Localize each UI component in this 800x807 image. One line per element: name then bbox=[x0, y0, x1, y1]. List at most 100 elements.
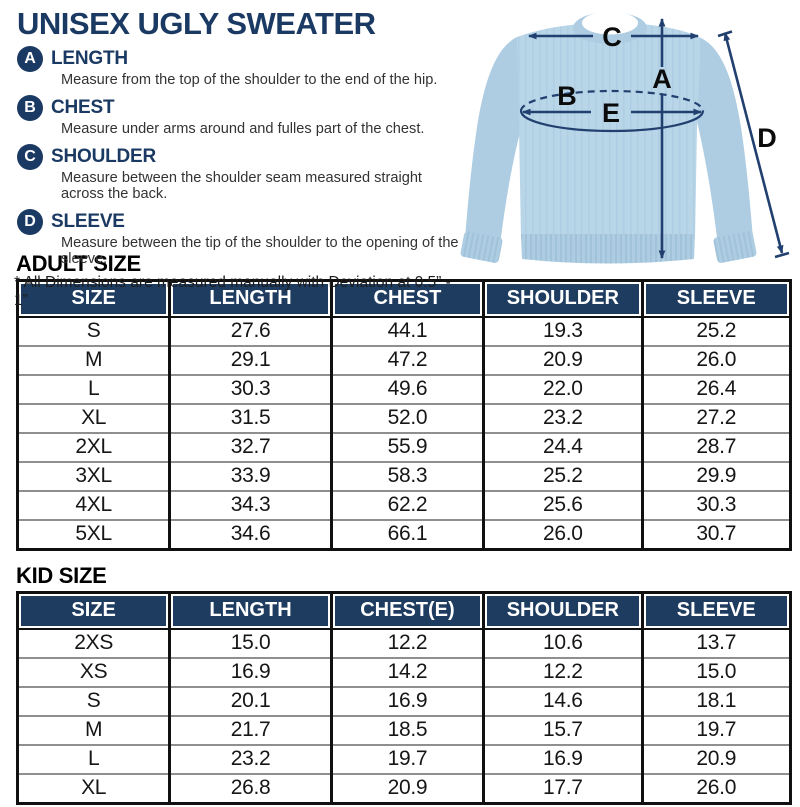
header-row: SIZE LENGTH CHEST(E) SHOULDER SLEEVE bbox=[17, 592, 791, 630]
value-cell: 34.6 bbox=[168, 519, 332, 550]
value-cell: 20.9 bbox=[640, 744, 791, 774]
hem-band bbox=[521, 234, 695, 264]
legend-item-shoulder: C SHOULDER Measure between the shoulder se… bbox=[17, 144, 465, 202]
column-header-shoulder: SHOULDER bbox=[482, 592, 643, 630]
table-row: 4XL 34.3 62.2 25.6 30.3 bbox=[17, 490, 791, 520]
left-sleeve bbox=[465, 37, 524, 246]
sweater-diagram: C A B E D bbox=[455, 7, 800, 267]
value-cell: 58.3 bbox=[329, 461, 484, 491]
value-cell: 30.3 bbox=[640, 490, 791, 520]
legend-item-length: A LENGTH Measure from the top of the shoul… bbox=[17, 46, 465, 88]
column-header-size: SIZE bbox=[17, 592, 170, 630]
value-cell: 31.5 bbox=[168, 403, 332, 433]
column-header-length: LENGTH bbox=[168, 592, 332, 630]
column-header-shoulder: SHOULDER bbox=[482, 280, 643, 318]
table-row: XS 16.9 14.2 12.2 15.0 bbox=[17, 657, 791, 687]
value-cell: 20.9 bbox=[329, 773, 484, 804]
diagram-label-sleeve: D bbox=[757, 123, 777, 153]
size-cell: 2XL bbox=[17, 432, 170, 462]
value-cell: 55.9 bbox=[329, 432, 484, 462]
diagram-label-length: A bbox=[652, 64, 672, 94]
column-header-size: SIZE bbox=[17, 280, 170, 318]
value-cell: 62.2 bbox=[329, 490, 484, 520]
value-cell: 15.7 bbox=[482, 715, 643, 745]
size-cell: L bbox=[17, 744, 170, 774]
header-row: SIZE LENGTH CHEST SHOULDER SLEEVE bbox=[17, 280, 791, 318]
value-cell: 30.3 bbox=[168, 374, 332, 404]
legend-term: SHOULDER bbox=[51, 146, 157, 167]
column-header-sleeve: SLEEVE bbox=[640, 280, 791, 318]
value-cell: 49.6 bbox=[329, 374, 484, 404]
value-cell: 26.0 bbox=[640, 345, 791, 375]
value-cell: 20.1 bbox=[168, 686, 332, 716]
value-cell: 26.8 bbox=[168, 773, 332, 804]
table-row: XL 31.5 52.0 23.2 27.2 bbox=[17, 403, 791, 433]
value-cell: 32.7 bbox=[168, 432, 332, 462]
table-row: M 21.7 18.5 15.7 19.7 bbox=[17, 715, 791, 745]
sweater-body bbox=[517, 23, 701, 246]
value-cell: 21.7 bbox=[168, 715, 332, 745]
value-cell: 14.2 bbox=[329, 657, 484, 687]
table-row: 3XL 33.9 58.3 25.2 29.9 bbox=[17, 461, 791, 491]
legend-term: SLEEVE bbox=[51, 211, 125, 232]
legend-letter-badge: A bbox=[17, 46, 43, 72]
table-row: M 29.1 47.2 20.9 26.0 bbox=[17, 345, 791, 375]
legend-description: Measure between the tip of the shoulder … bbox=[61, 235, 459, 267]
legend-term: LENGTH bbox=[51, 48, 128, 69]
value-cell: 23.2 bbox=[168, 744, 332, 774]
size-cell: XL bbox=[17, 403, 170, 433]
column-header-cheste: CHEST(E) bbox=[329, 592, 484, 630]
value-cell: 25.6 bbox=[482, 490, 643, 520]
measure-legend: A LENGTH Measure from the top of the shoul… bbox=[17, 46, 465, 267]
value-cell: 28.7 bbox=[640, 432, 791, 462]
diagram-label-chest-width: E bbox=[602, 98, 620, 128]
value-cell: 15.0 bbox=[640, 657, 791, 687]
value-cell: 17.7 bbox=[482, 773, 643, 804]
legend-item-sleeve: D SLEEVE Measure between the tip of the sh… bbox=[17, 209, 465, 267]
value-cell: 14.6 bbox=[482, 686, 643, 716]
size-cell: 5XL bbox=[17, 519, 170, 550]
value-cell: 19.7 bbox=[640, 715, 791, 745]
legend-head: C SHOULDER bbox=[17, 144, 465, 170]
value-cell: 18.5 bbox=[329, 715, 484, 745]
left-cuff bbox=[460, 231, 503, 263]
diagram-label-shoulder: C bbox=[602, 22, 622, 52]
value-cell: 19.7 bbox=[329, 744, 484, 774]
legend-description: Measure between the shoulder seam measur… bbox=[61, 170, 422, 202]
adult-size-heading: ADULT SIZE bbox=[16, 251, 141, 276]
legend-head: B CHEST bbox=[17, 95, 465, 121]
value-cell: 15.0 bbox=[168, 629, 332, 658]
value-cell: 25.2 bbox=[482, 461, 643, 491]
table-row: S 20.1 16.9 14.6 18.1 bbox=[17, 686, 791, 716]
value-cell: 44.1 bbox=[329, 317, 484, 346]
value-cell: 12.2 bbox=[482, 657, 643, 687]
column-header-chest: CHEST bbox=[329, 280, 484, 318]
value-cell: 22.0 bbox=[482, 374, 643, 404]
value-cell: 20.9 bbox=[482, 345, 643, 375]
table-row: XL 26.8 20.9 17.7 26.0 bbox=[17, 773, 791, 804]
legend-description: Measure from the top of the shoulder to … bbox=[61, 72, 438, 88]
table-row: 2XL 32.7 55.9 24.4 28.7 bbox=[17, 432, 791, 462]
value-cell: 26.4 bbox=[640, 374, 791, 404]
table-row: L 30.3 49.6 22.0 26.4 bbox=[17, 374, 791, 404]
value-cell: 33.9 bbox=[168, 461, 332, 491]
column-header-sleeve: SLEEVE bbox=[640, 592, 791, 630]
legend-letter-badge: C bbox=[17, 144, 43, 170]
value-cell: 26.0 bbox=[482, 519, 643, 550]
size-cell: XS bbox=[17, 657, 170, 687]
neck-opening bbox=[582, 11, 638, 35]
value-cell: 34.3 bbox=[168, 490, 332, 520]
size-cell: S bbox=[86, 319, 101, 342]
size-cell: 3XL bbox=[17, 461, 170, 491]
diagram-label-chest: B bbox=[557, 81, 577, 111]
legend-head: A LENGTH bbox=[17, 46, 465, 72]
size-cell: 2XS bbox=[74, 631, 114, 654]
legend-head: D SLEEVE bbox=[17, 209, 465, 235]
value-cell: 25.2 bbox=[640, 317, 791, 346]
table-row: S 27.6 44.1 19.3 25.2 bbox=[18, 317, 791, 346]
value-cell: 29.1 bbox=[168, 345, 332, 375]
adult-size-table: SIZE LENGTH CHEST SHOULDER SLEEVE S 27.6 44.1 19… bbox=[16, 279, 792, 551]
kid-size-table: SIZE LENGTH CHEST(E) SHOULDER SLEEVE 2XS 15.0 1… bbox=[16, 591, 792, 805]
size-cell: L bbox=[17, 374, 170, 404]
table-row: 5XL 34.6 66.1 26.0 30.7 bbox=[17, 519, 791, 550]
